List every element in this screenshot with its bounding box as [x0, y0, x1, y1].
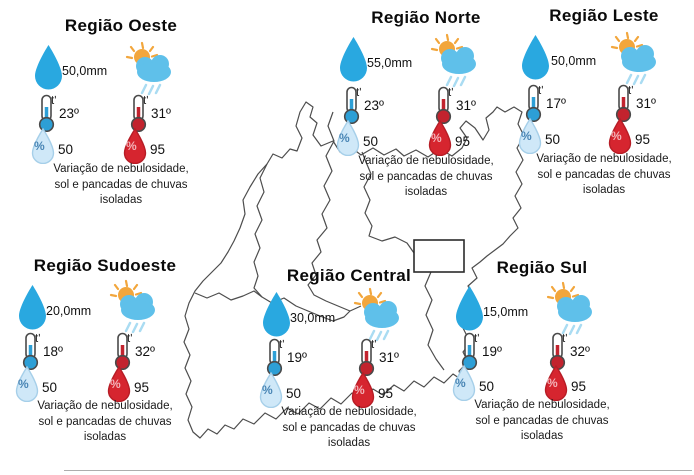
region-card-sul: Região Sul 15,0mm tʹ 19º tʹ 32º % 50 % 9… [447, 258, 637, 473]
max-temp-value: 31º [379, 350, 399, 365]
percent-icon: % [262, 383, 273, 397]
rainfall-value: 55,0mm [367, 56, 413, 70]
region-description: Variação de nebulosidade, sol e pancadas… [281, 406, 417, 449]
max-temp-value: 31º [636, 96, 656, 111]
region-title: Região Norte [371, 8, 481, 27]
percent-icon: % [611, 129, 622, 143]
region-title: Região Sul [496, 258, 588, 277]
temp-label: tʹ [628, 85, 634, 97]
humidity-high-value: 95 [378, 386, 394, 401]
temp-label: tʹ [474, 333, 480, 345]
sun-cloud-rain-icon [427, 32, 483, 88]
raindrop-icon [260, 291, 293, 339]
temp-label: tʹ [279, 339, 285, 351]
percent-icon: % [455, 376, 466, 390]
region-description: Variação de nebulosidade, sol e pancadas… [358, 155, 494, 198]
sun-cloud-rain-icon [106, 278, 162, 334]
max-temp-value: 32º [135, 344, 155, 359]
min-temp-value: 19º [287, 350, 307, 365]
rainfall-value: 50,0mm [62, 64, 108, 78]
temp-label: tʹ [371, 339, 377, 351]
percent-icon: % [18, 377, 29, 391]
temp-label: tʹ [143, 95, 149, 107]
humidity-low-value: 50 [479, 379, 495, 394]
region-card-central: Região Central 30,0mm tʹ 19º tʹ 31º % 50… [254, 266, 444, 475]
sun-cloud-rain-icon [122, 40, 178, 96]
percent-icon: % [547, 376, 558, 390]
region-title: Região Central [286, 266, 412, 285]
max-temp-value: 31º [456, 98, 476, 113]
temp-label: tʹ [356, 87, 362, 99]
humidity-high-value: 95 [134, 380, 150, 395]
percent-icon: % [126, 139, 137, 153]
humidity-low-value: 50 [286, 386, 302, 401]
region-description: Variação de nebulosidade, sol e pancadas… [536, 153, 672, 196]
rainfall-value: 30,0mm [290, 311, 336, 325]
min-temp-value: 18º [43, 344, 63, 359]
humidity-high-value: 95 [150, 142, 166, 157]
humidity-low-value: 50 [545, 132, 561, 147]
raindrop-icon [32, 44, 65, 92]
max-temp-value: 31º [151, 106, 171, 121]
raindrop-icon [453, 285, 486, 333]
temp-label: tʹ [35, 333, 41, 345]
region-title: Região Leste [549, 6, 659, 25]
region-inner-border [307, 111, 362, 312]
raindrop-icon [16, 284, 49, 332]
region-title: Região Sudoeste [33, 256, 177, 275]
percent-icon: % [339, 131, 350, 145]
temp-label: tʹ [562, 333, 568, 345]
humidity-high-value: 95 [455, 134, 471, 149]
rainfall-value: 50,0mm [551, 54, 597, 68]
region-inner-border [424, 271, 445, 371]
region-card-leste: Região Leste 50,0mm tʹ 17º tʹ 31º % 50 %… [509, 6, 694, 221]
region-description: Variação de nebulosidade, sol e pancadas… [474, 399, 610, 442]
region-card-norte: Região Norte 55,0mm tʹ 23º tʹ 31º % 50 %… [331, 8, 521, 223]
humidity-high-value: 95 [571, 379, 587, 394]
region-description: Variação de nebulosidade, sol e pancadas… [37, 400, 173, 443]
min-temp-value: 23º [364, 98, 384, 113]
percent-icon: % [354, 383, 365, 397]
temp-label: tʹ [448, 87, 454, 99]
region-card-sudoeste: Região Sudoeste 20,0mm tʹ 18º tʹ 32º % 5… [10, 256, 200, 471]
percent-icon: % [110, 377, 121, 391]
percent-icon: % [431, 131, 442, 145]
max-temp-value: 32º [570, 344, 590, 359]
distrito-federal-rectangle [413, 239, 465, 273]
temp-label: tʹ [51, 95, 57, 107]
min-temp-value: 19º [482, 344, 502, 359]
min-temp-value: 17º [546, 96, 566, 111]
sun-cloud-rain-icon [607, 30, 663, 86]
temp-label: tʹ [127, 333, 133, 345]
region-title: Região Oeste [64, 16, 178, 35]
humidity-low-value: 50 [363, 134, 379, 149]
temp-label: tʹ [538, 85, 544, 97]
humidity-low-value: 50 [58, 142, 74, 157]
region-inner-border [253, 163, 268, 298]
bottom-divider [64, 470, 692, 471]
rainfall-value: 15,0mm [483, 305, 529, 319]
raindrop-icon [519, 34, 552, 82]
region-description: Variação de nebulosidade, sol e pancadas… [53, 163, 189, 206]
sun-cloud-rain-icon [543, 280, 599, 336]
region-inner-border [361, 151, 415, 254]
region-card-oeste: Região Oeste 50,0mm tʹ 23º tʹ 31º % 50 %… [26, 16, 216, 231]
raindrop-icon [337, 36, 370, 84]
min-temp-value: 23º [59, 106, 79, 121]
percent-icon: % [34, 139, 45, 153]
percent-icon: % [521, 129, 532, 143]
rainfall-value: 20,0mm [46, 304, 92, 318]
humidity-low-value: 50 [42, 380, 58, 395]
sun-cloud-rain-icon [350, 286, 406, 342]
humidity-high-value: 95 [635, 132, 651, 147]
